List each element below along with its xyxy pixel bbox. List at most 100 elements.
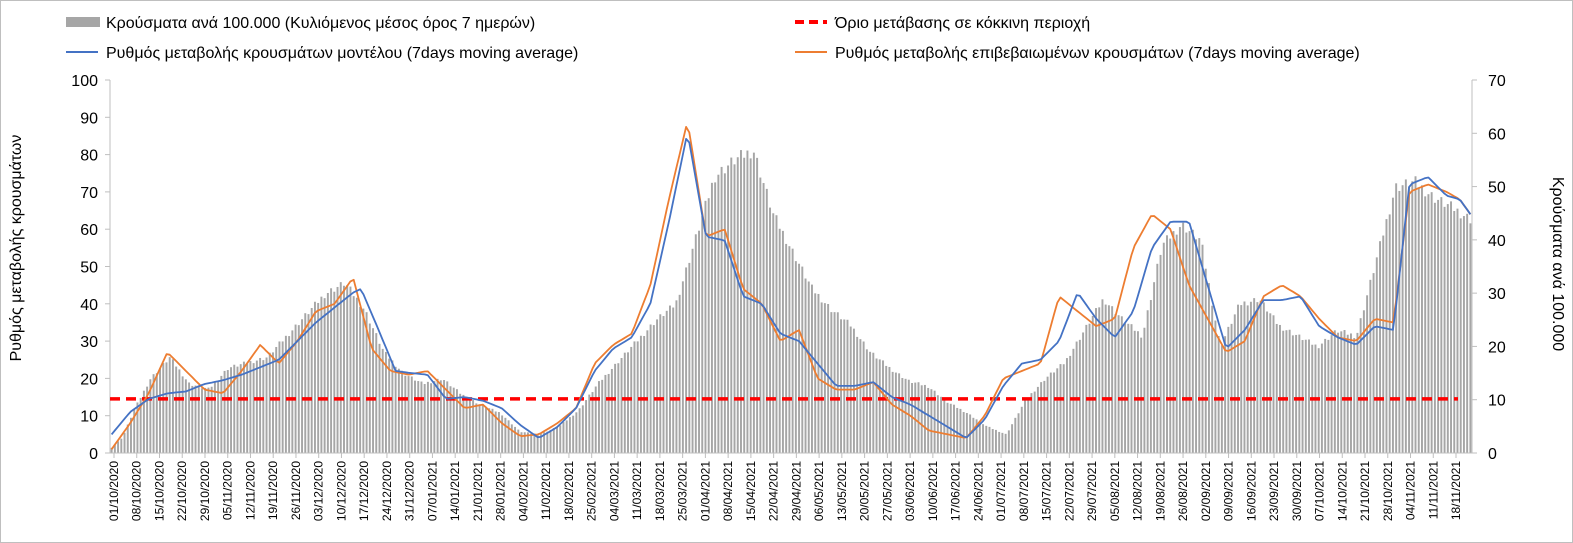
bar — [472, 400, 475, 453]
bar — [1443, 206, 1446, 453]
bar — [462, 394, 465, 453]
bar — [656, 319, 659, 453]
bar — [1198, 238, 1201, 453]
bar — [901, 378, 904, 453]
x-tick-label: 17/12/2020 — [357, 461, 371, 521]
bar — [1024, 400, 1026, 453]
bar — [991, 429, 994, 453]
y-right-tick-label: 50 — [1488, 180, 1506, 197]
bar — [627, 352, 629, 453]
y-right-tick-label: 70 — [1488, 73, 1506, 90]
bar — [823, 303, 826, 453]
bar — [1253, 298, 1256, 453]
bar — [1372, 273, 1375, 453]
bar — [636, 341, 639, 453]
x-tick-label: 04/11/2021 — [1404, 461, 1418, 520]
bar — [304, 313, 307, 453]
x-tick-label: 22/04/2021 — [767, 461, 781, 521]
bar — [149, 379, 152, 453]
bar — [1382, 235, 1385, 453]
bar — [1214, 320, 1217, 453]
bar — [323, 298, 326, 453]
bar — [313, 301, 316, 453]
bar — [284, 335, 287, 453]
bar — [639, 335, 642, 453]
bar — [1088, 323, 1091, 453]
bar — [1172, 231, 1175, 453]
bar — [236, 366, 239, 453]
bar — [246, 363, 249, 453]
bar — [817, 293, 820, 453]
bar — [491, 408, 494, 453]
y-left-tick-label: 80 — [80, 148, 98, 165]
x-tick-label: 11/11/2021 — [1426, 461, 1440, 520]
bar — [1401, 185, 1404, 453]
bar — [514, 426, 517, 453]
bar — [568, 417, 571, 453]
x-tick-label: 03/06/2021 — [903, 461, 917, 521]
x-tick-label: 21/10/2021 — [1358, 461, 1372, 521]
bar — [1404, 179, 1407, 454]
x-tick-label: 01/10/2020 — [107, 461, 121, 521]
bar — [878, 359, 881, 453]
bar — [446, 381, 449, 453]
bar — [1185, 232, 1188, 453]
bar — [581, 405, 584, 453]
bar — [1421, 185, 1423, 453]
bar — [1388, 214, 1391, 453]
bar — [423, 384, 426, 453]
bar — [326, 292, 329, 453]
bar — [1114, 314, 1117, 453]
bar — [743, 157, 746, 453]
bar — [165, 362, 168, 453]
bar — [1330, 335, 1333, 453]
bar — [188, 382, 191, 453]
bar — [962, 412, 965, 453]
bar — [171, 359, 174, 453]
x-tick-label: 03/12/2020 — [312, 461, 326, 521]
bar — [307, 314, 310, 453]
y-right-tick-label: 40 — [1488, 233, 1506, 250]
bar — [1266, 311, 1269, 453]
bar — [1359, 318, 1362, 453]
bar — [1417, 187, 1420, 453]
bar — [710, 182, 713, 453]
bar — [191, 385, 194, 453]
bar — [807, 281, 810, 453]
bar — [1195, 239, 1198, 453]
bar — [443, 380, 446, 453]
bar — [1156, 263, 1159, 453]
y-left-tick-label: 0 — [89, 446, 98, 463]
bar — [1259, 300, 1262, 453]
bar — [1243, 301, 1246, 453]
y-left-ticks: 0 10 20 30 40 50 60 70 80 90 100 — [71, 73, 110, 463]
bar — [1027, 397, 1030, 453]
bar — [759, 177, 762, 454]
bar — [1085, 324, 1088, 453]
bar — [772, 213, 775, 453]
x-tick-label: 12/08/2021 — [1131, 461, 1145, 521]
legend-label-bars: Κρούσματα ανά 100.000 (Κυλιόμενος μέσος … — [106, 15, 535, 32]
bar — [1433, 202, 1436, 453]
bar — [375, 333, 378, 453]
bar — [220, 375, 223, 453]
bar — [123, 432, 126, 453]
x-tick-label: 12/11/2020 — [244, 461, 258, 520]
bar — [210, 386, 213, 453]
x-tick-label: 19/08/2021 — [1153, 461, 1167, 521]
bar — [523, 432, 526, 453]
bar — [565, 420, 568, 453]
bar — [1069, 355, 1072, 453]
bar — [259, 357, 262, 453]
bar — [520, 432, 523, 453]
bar — [426, 381, 429, 453]
bar — [1288, 329, 1291, 453]
bar — [162, 363, 165, 453]
bar — [252, 363, 255, 453]
bar — [217, 380, 220, 453]
x-tick-label: 25/03/2021 — [676, 461, 690, 521]
bar — [175, 366, 178, 453]
bar — [717, 174, 720, 453]
x-tick-label: 31/12/2020 — [403, 461, 417, 521]
bar — [481, 404, 484, 453]
